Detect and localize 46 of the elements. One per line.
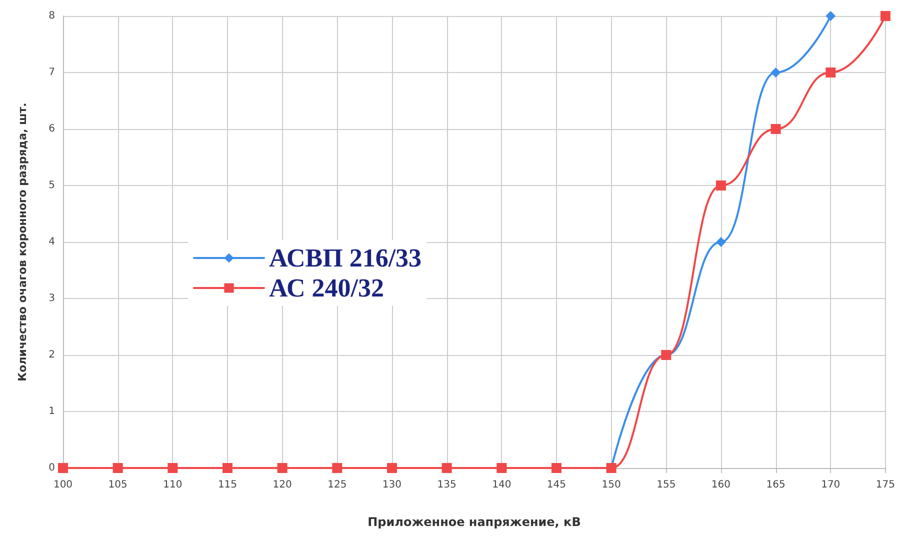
point	[770, 68, 781, 78]
legend-label: АСВП 216/33	[269, 244, 422, 272]
x-tick-label: 145	[546, 480, 566, 490]
y-tick-label: 4	[48, 236, 55, 248]
x-tick-label: 155	[656, 480, 676, 490]
x-axis-title: Приложенное напряжение, кВ	[368, 515, 581, 529]
x-tick-label: 150	[602, 480, 621, 490]
y-tick-label: 2	[48, 350, 55, 360]
point	[112, 463, 123, 473]
y-tick-label: 0	[48, 462, 55, 474]
x-tick-label: 170	[821, 480, 840, 490]
point	[716, 237, 726, 247]
x-tick-label: 115	[218, 480, 238, 490]
x-tick-label: 140	[492, 480, 512, 490]
x-tick-label: 105	[108, 480, 128, 490]
y-tick-label: 7	[48, 67, 55, 78]
x-tick-label: 165	[766, 480, 786, 490]
x-tick-label: 110	[163, 480, 182, 490]
y-tick-label: 3	[48, 293, 55, 304]
y-tick-label: 6	[48, 124, 55, 134]
point	[277, 463, 288, 473]
y-tick-label: 5	[48, 180, 55, 191]
y-tick-label: 1	[48, 406, 55, 417]
point	[442, 463, 452, 473]
x-tick-label: 120	[272, 480, 292, 490]
y-tick-label: 8	[48, 10, 55, 22]
point	[496, 463, 507, 473]
legend-label: АС 240/32	[269, 274, 384, 302]
x-tick-label: 175	[876, 480, 896, 490]
y-axis-title: Количество очагов коронного разряда, шт.	[16, 102, 29, 382]
point	[826, 11, 836, 21]
x-tick-label: 125	[328, 480, 347, 490]
point	[826, 68, 836, 78]
point	[551, 463, 562, 473]
x-tick-label: 130	[382, 480, 402, 490]
point	[168, 463, 178, 473]
x-tick-label: 135	[437, 480, 456, 490]
x-tick-label: 160	[711, 480, 731, 490]
x-tick-label: 100	[53, 480, 73, 490]
point	[880, 11, 890, 21]
point	[58, 463, 68, 473]
point	[222, 463, 232, 473]
point	[716, 180, 726, 190]
point	[770, 124, 781, 134]
point	[332, 463, 342, 473]
point	[386, 463, 397, 473]
